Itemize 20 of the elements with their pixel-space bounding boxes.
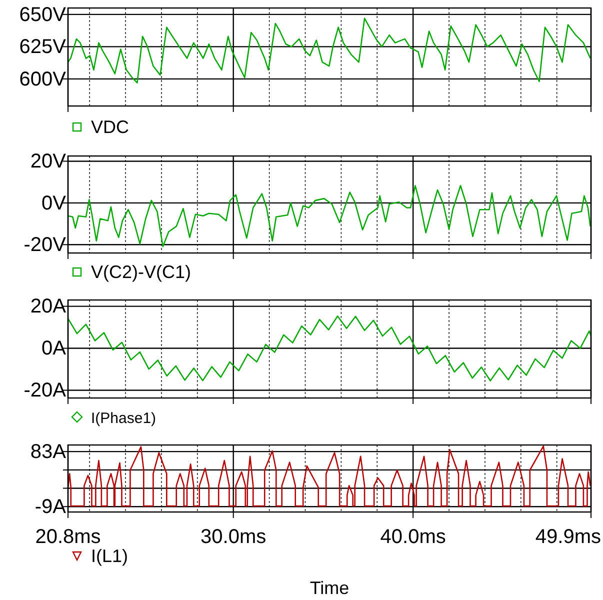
y-tick-label: 650V bbox=[19, 4, 67, 26]
x-tick-label: 49.9ms bbox=[535, 526, 601, 548]
y-tick-label: 625V bbox=[19, 36, 67, 58]
y-tick-label: -20V bbox=[24, 234, 67, 256]
y-tick-label: 600V bbox=[19, 68, 67, 90]
x-tick-label: 30.0ms bbox=[200, 526, 266, 548]
legend-label: V(C2)-V(C1) bbox=[91, 262, 192, 282]
y-tick-label: 20V bbox=[30, 150, 67, 173]
y-tick-label: 83A bbox=[30, 440, 67, 463]
y-tick-label: 0V bbox=[42, 192, 67, 214]
legend-label: I(Phase1) bbox=[91, 410, 156, 427]
legend-label: VDC bbox=[91, 117, 130, 137]
legend-label: I(L1) bbox=[91, 546, 128, 566]
x-tick-label: 20.8ms bbox=[35, 526, 101, 548]
x-axis-title: Time bbox=[310, 578, 350, 598]
y-tick-label: -9A bbox=[34, 496, 67, 518]
y-tick-label: 20A bbox=[30, 296, 67, 318]
x-tick-label: 40.0ms bbox=[380, 526, 446, 548]
y-tick-label: -20A bbox=[24, 380, 67, 402]
y-tick-label: 0A bbox=[42, 338, 67, 360]
